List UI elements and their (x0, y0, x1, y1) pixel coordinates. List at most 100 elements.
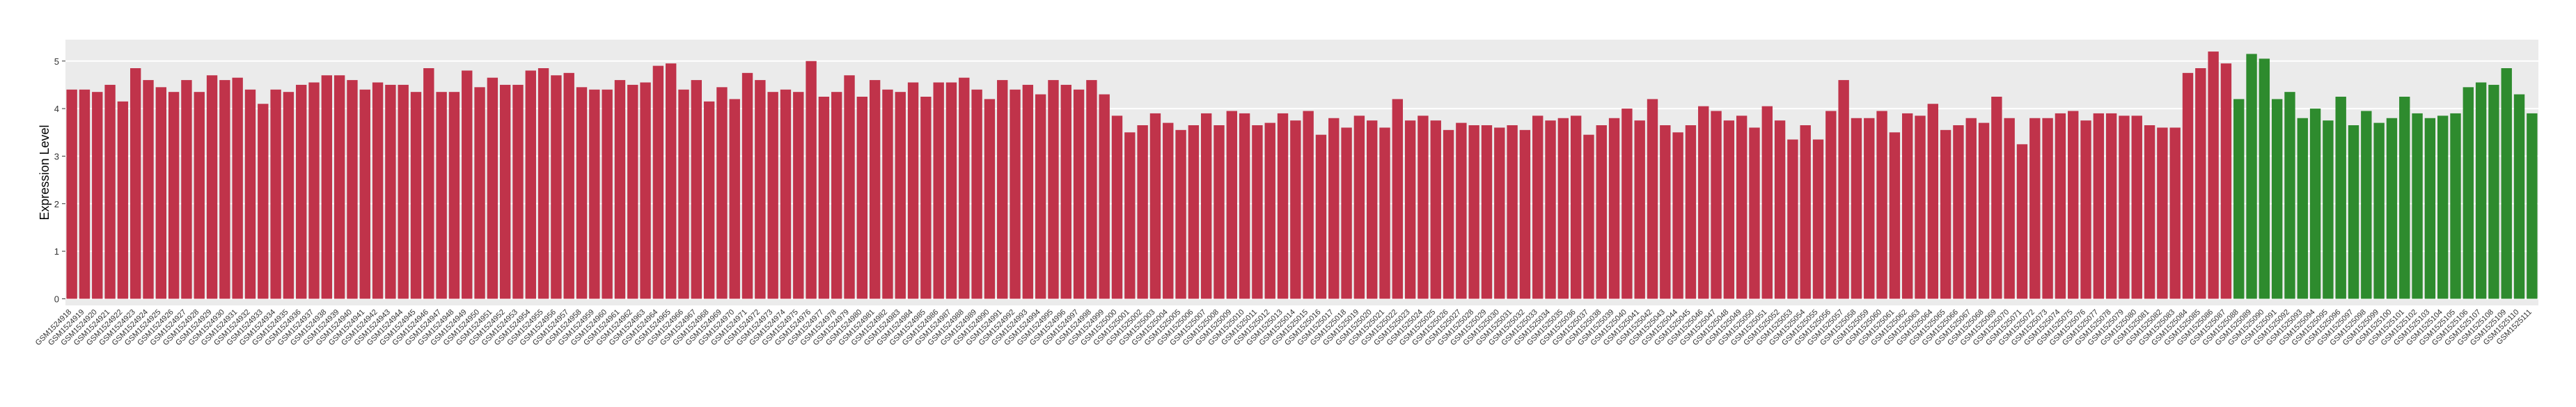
bar (920, 97, 932, 299)
bar (525, 70, 536, 299)
bar (1367, 120, 1378, 299)
bar (1800, 125, 1811, 299)
bar (499, 84, 511, 299)
bar (232, 77, 243, 299)
bar (729, 99, 740, 299)
bar (2259, 58, 2270, 299)
bar (1545, 120, 1556, 299)
bar (2284, 92, 2295, 299)
bar (194, 92, 205, 299)
bar (1889, 132, 1901, 299)
bar (1315, 134, 1327, 299)
bar (2361, 111, 2372, 299)
bar (1660, 125, 1671, 299)
bar (2412, 113, 2423, 299)
y-axis-label: Expression Level (38, 125, 52, 220)
bar (741, 72, 753, 299)
bar (2335, 97, 2346, 299)
bar (1341, 127, 1352, 299)
bar (206, 75, 218, 299)
bar (2144, 125, 2155, 299)
bar (1200, 113, 1212, 299)
bar (1022, 84, 1034, 299)
bar (1672, 132, 1683, 299)
bar (831, 92, 842, 299)
bar (130, 68, 141, 299)
bar (1978, 122, 1990, 299)
bar (2424, 118, 2436, 299)
bar (1570, 115, 1582, 299)
bar (181, 80, 192, 299)
bar (2220, 63, 2232, 299)
bar (551, 75, 562, 299)
bar (143, 80, 154, 299)
bar (984, 99, 996, 299)
bar (2131, 115, 2142, 299)
bar (1494, 127, 1505, 299)
bar (2157, 127, 2168, 299)
bar (258, 104, 269, 299)
bar (856, 97, 868, 299)
bar (462, 70, 473, 299)
bar (2450, 113, 2461, 299)
bar (1035, 94, 1046, 299)
bar (844, 75, 855, 299)
bar (640, 82, 651, 299)
bar (117, 101, 129, 299)
y-tick-label: 2 (54, 199, 59, 209)
bar (1876, 111, 1887, 299)
bar (614, 80, 626, 299)
bar (1634, 120, 1645, 299)
bar (1902, 113, 1913, 299)
bar (1188, 125, 1200, 299)
bar (2437, 115, 2449, 299)
bar (2399, 97, 2410, 299)
bar (1965, 118, 1977, 299)
bar (244, 89, 256, 299)
bar (1991, 97, 2002, 299)
bar (1086, 80, 1097, 299)
bar (1149, 113, 1161, 299)
bar (2348, 125, 2359, 299)
bar (2093, 113, 2105, 299)
bar (1685, 125, 1697, 299)
bar (1456, 122, 1467, 299)
bar (1010, 89, 1021, 299)
bar (219, 80, 230, 299)
bar (333, 75, 345, 299)
bar (1111, 115, 1123, 299)
bar (1647, 99, 1658, 299)
bar (155, 87, 167, 299)
bar (2271, 99, 2283, 299)
bar (1557, 118, 1569, 299)
bar (627, 84, 638, 299)
bar (296, 84, 307, 299)
bar (1252, 125, 1263, 299)
bar (2042, 118, 2053, 299)
bar (2309, 109, 2321, 299)
bar (818, 97, 830, 299)
bar (1137, 125, 1148, 299)
bar (563, 72, 574, 299)
bar (1787, 139, 1798, 299)
bar (1163, 122, 1174, 299)
bar (869, 80, 881, 299)
bar (1927, 104, 1938, 299)
bar (537, 68, 549, 299)
bar (1812, 139, 1824, 299)
bar (1953, 125, 1964, 299)
bar (589, 89, 600, 299)
bar (321, 75, 333, 299)
bar (385, 84, 396, 299)
bar (2016, 144, 2028, 299)
bar (1596, 125, 1607, 299)
bar (2323, 120, 2334, 299)
bar (398, 84, 409, 299)
bar (576, 87, 588, 299)
bar (423, 68, 434, 299)
bar (2004, 118, 2015, 299)
bar (602, 89, 613, 299)
bar (1443, 129, 1454, 299)
bar (1774, 120, 1786, 299)
bar (2488, 84, 2499, 299)
